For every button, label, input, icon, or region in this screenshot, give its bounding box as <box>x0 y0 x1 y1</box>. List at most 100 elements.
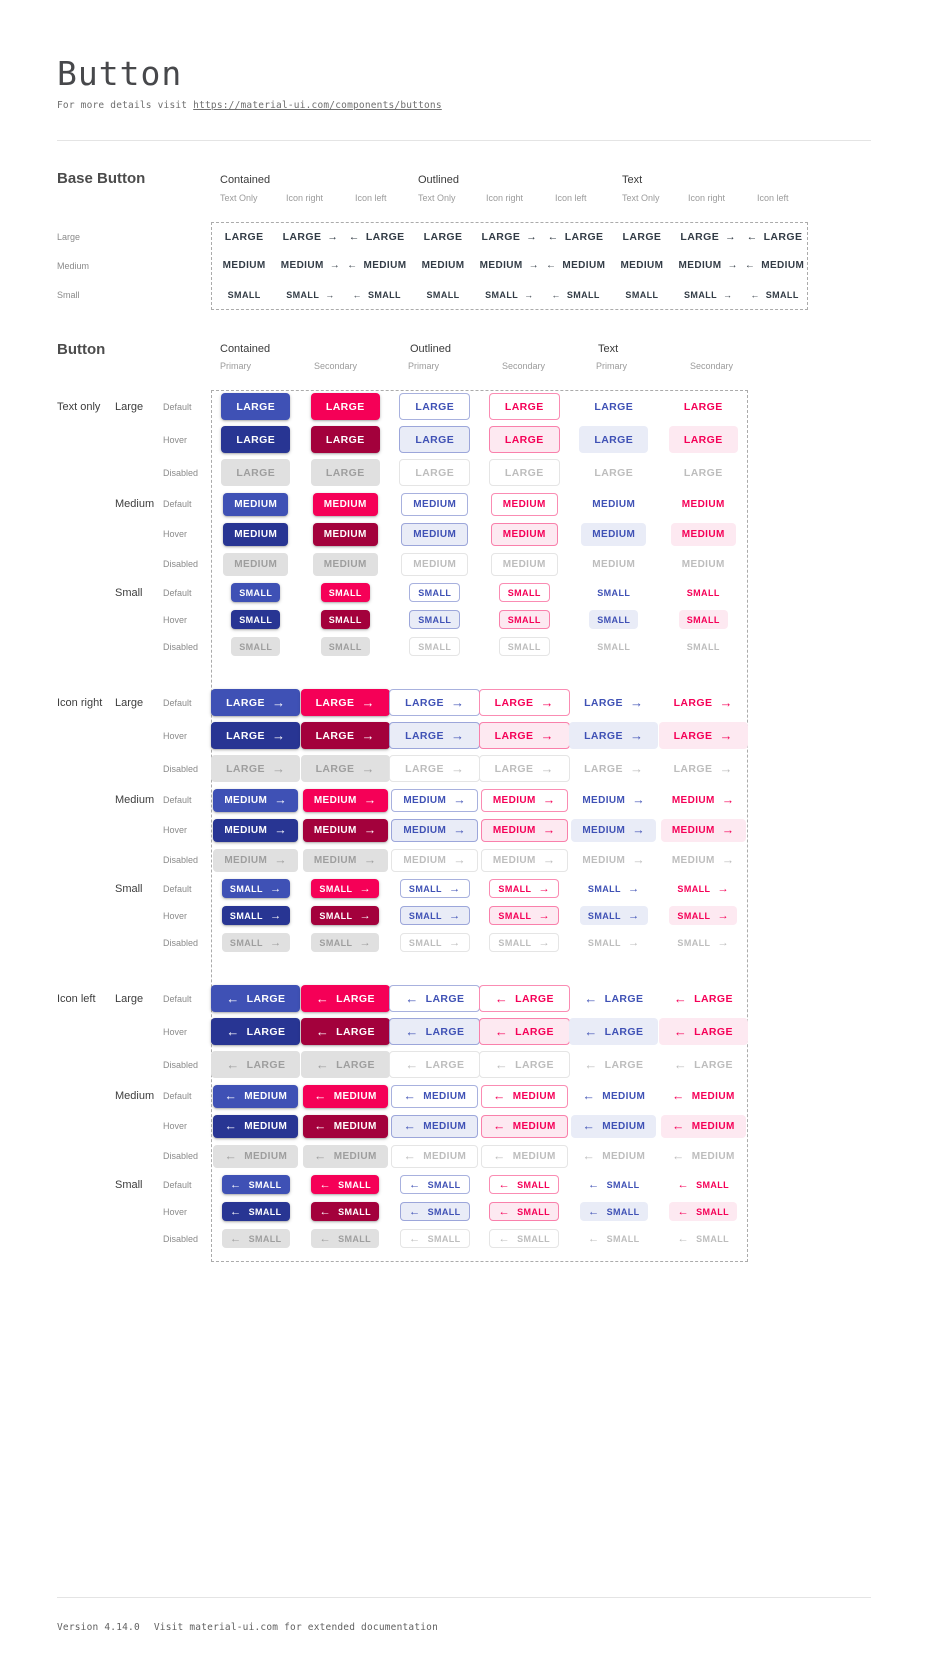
base-button-contained-icon-right-small[interactable]: SMALL → <box>286 290 334 300</box>
button-contained-primary-medium-hover-text-only[interactable]: MEDIUM <box>223 522 289 546</box>
button-text-secondary-medium-disabled-text-only[interactable]: MEDIUM <box>671 553 736 576</box>
button-contained-primary-small-hover-icon-left[interactable]: ← SMALL <box>221 1202 290 1221</box>
base-button-contained-text-only-large[interactable]: LARGE <box>225 231 264 243</box>
button-contained-secondary-large-disabled-icon-left[interactable]: ← LARGE <box>300 1051 390 1078</box>
button-contained-secondary-large-default-text-only[interactable]: LARGE <box>310 393 380 420</box>
base-button-text-text-only-small[interactable]: SMALL <box>625 290 658 300</box>
button-contained-secondary-medium-hover-text-only[interactable]: MEDIUM <box>312 522 378 546</box>
button-text-secondary-large-disabled-text-only[interactable]: LARGE <box>669 459 738 486</box>
button-contained-primary-small-default-text-only[interactable]: SMALL <box>231 583 281 602</box>
button-outlined-secondary-small-disabled-text-only[interactable]: SMALL <box>498 637 550 656</box>
button-outlined-primary-medium-default-icon-right[interactable]: MEDIUM → <box>391 788 479 812</box>
button-text-primary-large-hover-text-only[interactable]: LARGE <box>579 426 649 453</box>
button-text-secondary-small-hover-text-only[interactable]: SMALL <box>678 610 728 629</box>
button-text-primary-medium-hover-icon-left[interactable]: ← MEDIUM <box>571 1114 657 1138</box>
base-button-contained-icon-left-large[interactable]: ← LARGE <box>349 231 405 243</box>
base-button-text-text-only-medium[interactable]: MEDIUM <box>620 260 663 271</box>
button-outlined-primary-small-default-icon-right[interactable]: SMALL → <box>399 879 470 898</box>
base-button-contained-text-only-medium[interactable]: MEDIUM <box>223 260 266 271</box>
button-outlined-secondary-small-disabled-icon-right[interactable]: SMALL → <box>489 933 560 952</box>
button-text-primary-large-default-text-only[interactable]: LARGE <box>579 393 648 420</box>
base-button-outlined-text-only-small[interactable]: SMALL <box>427 290 460 300</box>
button-text-secondary-large-disabled-icon-right[interactable]: LARGE → <box>673 760 733 776</box>
button-outlined-primary-large-default-icon-left[interactable]: ← LARGE <box>389 985 481 1012</box>
button-contained-secondary-large-default-icon-right[interactable]: LARGE → <box>300 689 390 716</box>
base-button-text-icon-left-large[interactable]: ← LARGE <box>747 231 803 243</box>
button-outlined-primary-large-hover-text-only[interactable]: LARGE <box>399 426 471 453</box>
button-text-secondary-large-default-icon-right[interactable]: LARGE → <box>673 694 733 710</box>
button-outlined-secondary-small-hover-icon-right[interactable]: SMALL → <box>489 906 560 925</box>
button-contained-primary-medium-hover-icon-left[interactable]: ← MEDIUM <box>213 1114 299 1138</box>
button-contained-secondary-medium-hover-icon-right[interactable]: MEDIUM → <box>302 818 388 842</box>
button-text-secondary-small-default-text-only[interactable]: SMALL <box>679 583 728 602</box>
button-text-secondary-medium-hover-icon-right[interactable]: MEDIUM → <box>660 818 746 842</box>
base-button-outlined-text-only-large[interactable]: LARGE <box>424 231 463 243</box>
button-outlined-secondary-medium-default-icon-right[interactable]: MEDIUM → <box>480 788 568 812</box>
button-outlined-secondary-large-disabled-text-only[interactable]: LARGE <box>488 459 560 486</box>
button-text-secondary-small-disabled-icon-right[interactable]: SMALL → <box>677 936 730 949</box>
button-text-primary-small-default-icon-right[interactable]: SMALL → <box>587 882 640 895</box>
button-outlined-primary-medium-disabled-icon-right[interactable]: MEDIUM → <box>391 848 479 872</box>
button-outlined-primary-medium-default-icon-left[interactable]: ← MEDIUM <box>391 1084 479 1108</box>
button-contained-secondary-medium-default-text-only[interactable]: MEDIUM <box>312 492 378 516</box>
button-contained-secondary-medium-disabled-text-only[interactable]: MEDIUM <box>312 552 378 576</box>
button-contained-secondary-large-default-icon-left[interactable]: ← LARGE <box>300 985 390 1012</box>
button-outlined-primary-medium-hover-icon-left[interactable]: ← MEDIUM <box>391 1114 479 1138</box>
base-button-contained-icon-left-small[interactable]: ← SMALL <box>353 290 401 300</box>
button-outlined-primary-small-disabled-text-only[interactable]: SMALL <box>409 637 461 656</box>
button-outlined-secondary-medium-default-text-only[interactable]: MEDIUM <box>490 492 558 516</box>
button-text-primary-medium-hover-text-only[interactable]: MEDIUM <box>581 522 647 546</box>
button-outlined-primary-large-default-icon-right[interactable]: LARGE → <box>389 689 481 716</box>
button-contained-primary-large-default-icon-left[interactable]: ← LARGE <box>211 985 301 1012</box>
button-contained-primary-small-default-icon-right[interactable]: SMALL → <box>221 879 290 898</box>
base-button-outlined-icon-left-small[interactable]: ← SMALL <box>551 290 599 300</box>
button-outlined-secondary-medium-disabled-icon-right[interactable]: MEDIUM → <box>480 848 568 872</box>
button-contained-secondary-small-hover-icon-left[interactable]: ← SMALL <box>311 1202 380 1221</box>
button-contained-secondary-small-default-icon-right[interactable]: SMALL → <box>311 879 380 898</box>
button-outlined-secondary-large-default-icon-right[interactable]: LARGE → <box>478 689 570 716</box>
button-text-secondary-medium-disabled-icon-left[interactable]: ← MEDIUM <box>671 1149 735 1163</box>
button-text-primary-medium-default-icon-right[interactable]: MEDIUM → <box>582 793 646 807</box>
button-contained-primary-large-hover-text-only[interactable]: LARGE <box>221 426 291 453</box>
button-text-secondary-medium-default-icon-left[interactable]: ← MEDIUM <box>671 1089 735 1103</box>
button-outlined-primary-medium-disabled-icon-left[interactable]: ← MEDIUM <box>391 1144 479 1168</box>
base-button-contained-icon-right-medium[interactable]: MEDIUM → <box>281 260 340 271</box>
button-contained-primary-medium-disabled-text-only[interactable]: MEDIUM <box>223 552 289 576</box>
button-contained-secondary-medium-disabled-icon-left[interactable]: ← MEDIUM <box>302 1144 388 1168</box>
button-text-primary-medium-default-text-only[interactable]: MEDIUM <box>581 493 646 516</box>
button-outlined-secondary-large-default-text-only[interactable]: LARGE <box>488 393 560 420</box>
button-contained-primary-small-default-icon-left[interactable]: ← SMALL <box>221 1175 290 1194</box>
button-outlined-secondary-medium-disabled-icon-left[interactable]: ← MEDIUM <box>480 1144 568 1168</box>
button-text-primary-small-hover-text-only[interactable]: SMALL <box>589 610 639 629</box>
button-contained-secondary-large-hover-text-only[interactable]: LARGE <box>310 426 380 453</box>
button-text-primary-medium-default-icon-left[interactable]: ← MEDIUM <box>582 1089 646 1103</box>
button-text-primary-medium-disabled-text-only[interactable]: MEDIUM <box>581 553 646 576</box>
button-outlined-secondary-medium-hover-text-only[interactable]: MEDIUM <box>490 522 558 546</box>
button-contained-primary-medium-default-icon-left[interactable]: ← MEDIUM <box>213 1084 299 1108</box>
button-outlined-secondary-small-default-text-only[interactable]: SMALL <box>498 583 550 602</box>
button-outlined-secondary-large-hover-icon-right[interactable]: LARGE → <box>478 722 570 749</box>
button-text-secondary-small-hover-icon-left[interactable]: ← SMALL <box>669 1202 738 1221</box>
base-button-outlined-icon-left-medium[interactable]: ← MEDIUM <box>546 260 605 271</box>
button-contained-primary-large-disabled-icon-right[interactable]: LARGE → <box>211 755 301 782</box>
button-contained-primary-large-hover-icon-left[interactable]: ← LARGE <box>211 1018 301 1045</box>
button-contained-secondary-large-hover-icon-left[interactable]: ← LARGE <box>300 1018 390 1045</box>
button-text-secondary-medium-default-icon-right[interactable]: MEDIUM → <box>671 793 735 807</box>
button-contained-primary-medium-disabled-icon-left[interactable]: ← MEDIUM <box>213 1144 299 1168</box>
button-contained-primary-large-disabled-text-only[interactable]: LARGE <box>221 459 291 486</box>
button-text-primary-small-hover-icon-right[interactable]: SMALL → <box>579 906 648 925</box>
button-outlined-secondary-large-hover-icon-left[interactable]: ← LARGE <box>478 1018 570 1045</box>
base-button-text-icon-right-small[interactable]: SMALL → <box>684 290 732 300</box>
button-contained-secondary-medium-hover-icon-left[interactable]: ← MEDIUM <box>302 1114 388 1138</box>
button-outlined-primary-medium-default-text-only[interactable]: MEDIUM <box>401 492 469 516</box>
button-text-secondary-large-hover-icon-left[interactable]: ← LARGE <box>658 1018 748 1045</box>
button-text-secondary-small-hover-icon-right[interactable]: SMALL → <box>669 906 738 925</box>
button-outlined-secondary-large-disabled-icon-right[interactable]: LARGE → <box>478 755 570 782</box>
base-button-outlined-icon-right-medium[interactable]: MEDIUM → <box>480 260 539 271</box>
button-outlined-secondary-small-disabled-icon-left[interactable]: ← SMALL <box>489 1229 560 1248</box>
button-text-primary-small-default-icon-left[interactable]: ← SMALL <box>587 1178 640 1191</box>
base-button-text-text-only-large[interactable]: LARGE <box>623 231 662 243</box>
button-outlined-secondary-small-hover-icon-left[interactable]: ← SMALL <box>489 1202 560 1221</box>
button-contained-secondary-small-default-text-only[interactable]: SMALL <box>320 583 370 602</box>
button-text-secondary-medium-disabled-icon-right[interactable]: MEDIUM → <box>671 853 735 867</box>
